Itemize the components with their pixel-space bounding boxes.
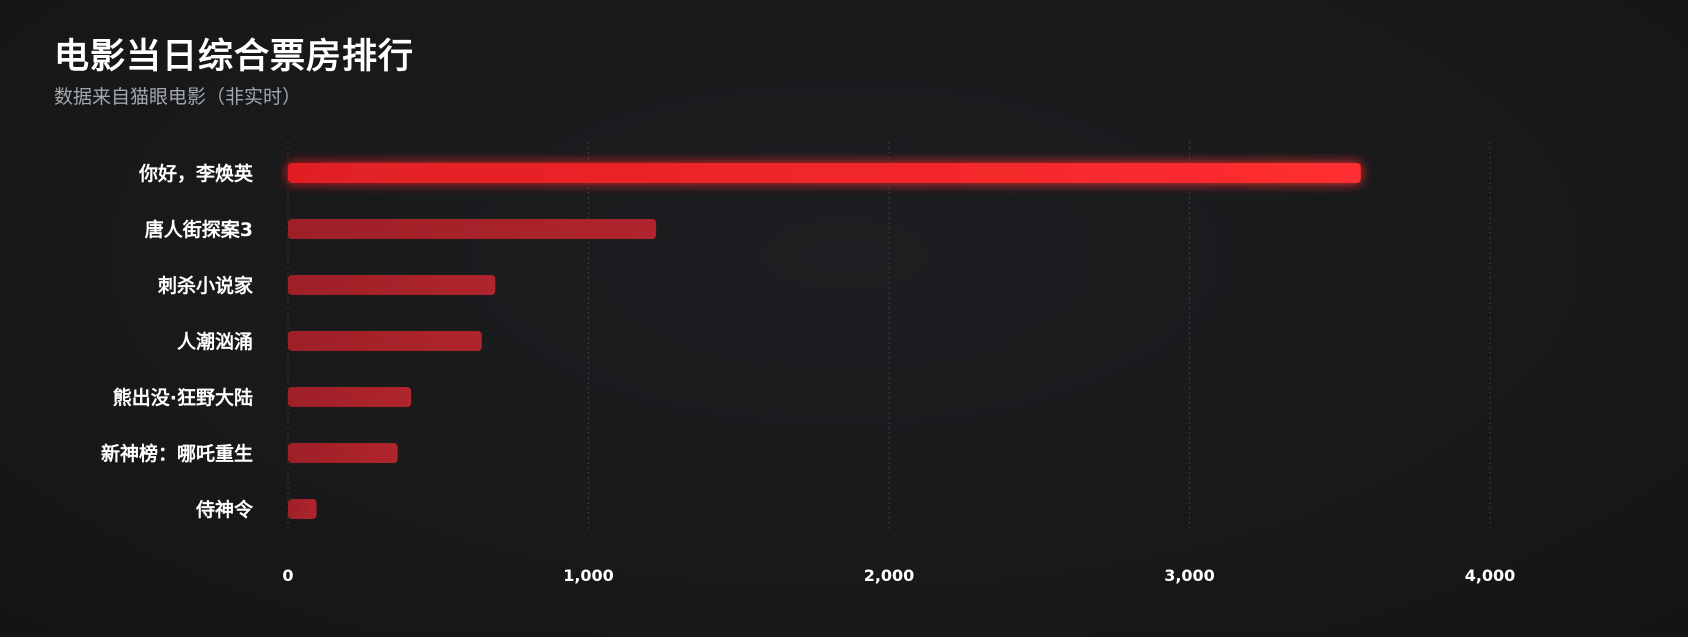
bar: [288, 331, 482, 351]
category-label: 熊出没·狂野大陆: [113, 386, 253, 409]
bar: [288, 275, 496, 295]
bars: [288, 163, 1361, 519]
category-label: 唐人街探案3: [145, 218, 253, 241]
category-label: 新神榜：哪吒重生: [101, 442, 253, 465]
category-label: 你好，李焕英: [138, 162, 254, 185]
bar: [288, 163, 1361, 183]
x-tick-label: 2,000: [864, 566, 915, 585]
bar: [288, 219, 657, 239]
x-tick-label: 4,000: [1465, 566, 1516, 585]
x-tick-label: 0: [282, 566, 293, 585]
category-label: 侍神令: [195, 498, 254, 521]
x-tick-label: 3,000: [1164, 566, 1215, 585]
x-tick-label: 1,000: [563, 566, 614, 585]
category-label: 人潮汹涌: [177, 331, 253, 353]
bar: [288, 499, 317, 519]
bar: [288, 443, 398, 463]
x-axis-tick-labels: 0 1,000 2,000 3,000 4,000: [282, 566, 1515, 585]
chart-subtitle: 数据来自猫眼电影（非实时）: [54, 86, 302, 108]
chart-title: 电影当日综合票房排行: [54, 37, 415, 77]
category-label: 刺杀小说家: [158, 274, 254, 297]
bar: [288, 387, 412, 407]
